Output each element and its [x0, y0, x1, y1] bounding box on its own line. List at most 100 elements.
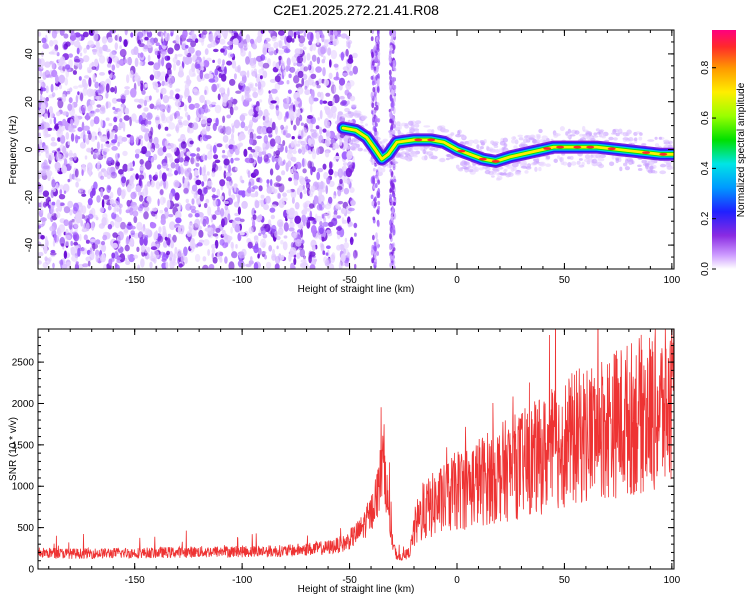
- clutter-speck: [129, 237, 135, 247]
- clutter-speck: [160, 87, 167, 95]
- clutter-speck: [69, 209, 73, 216]
- clutter-speck: [216, 65, 221, 70]
- clutter-speck: [134, 57, 139, 67]
- clutter-speck: [84, 75, 90, 79]
- clutter-speck: [88, 69, 92, 74]
- clutter-speck: [211, 244, 216, 249]
- clutter-speck: [195, 243, 199, 248]
- halo-speck: [365, 123, 368, 127]
- clutter-speck: [67, 178, 71, 183]
- halo-speck: [579, 133, 584, 137]
- clutter-speck: [170, 32, 174, 37]
- clutter-speck: [83, 189, 86, 194]
- clutter-speck: [139, 166, 145, 171]
- clutter-speck: [220, 195, 224, 200]
- clutter-speck: [226, 176, 232, 182]
- band-speck: [389, 79, 393, 86]
- clutter-speck: [44, 144, 49, 154]
- halo-speck: [528, 137, 535, 140]
- clutter-speck: [262, 142, 267, 148]
- halo-speck: [599, 132, 606, 138]
- clutter-speck: [194, 169, 199, 177]
- clutter-speck: [173, 203, 180, 207]
- clutter-speck: [147, 30, 151, 33]
- ridge-hotspot: [556, 145, 565, 149]
- clutter-speck: [197, 188, 203, 195]
- clutter-speck: [188, 103, 195, 110]
- clutter-speck: [272, 188, 278, 194]
- clutter-speck: [286, 152, 293, 160]
- clutter-speck: [349, 238, 354, 243]
- clutter-speck: [75, 213, 82, 224]
- clutter-speck: [182, 56, 186, 63]
- clutter-speck: [325, 252, 329, 256]
- y-tick-label: 40: [24, 48, 35, 60]
- clutter-speck: [63, 33, 69, 39]
- clutter-speck: [207, 206, 212, 216]
- clutter-speck: [112, 130, 116, 134]
- clutter-speck: [254, 237, 259, 244]
- clutter-speck: [136, 221, 143, 231]
- clutter-speck: [270, 214, 275, 220]
- clutter-speck: [216, 143, 223, 148]
- clutter-speck: [51, 49, 58, 55]
- band-speck: [393, 96, 396, 103]
- halo-speck: [413, 145, 420, 151]
- halo-speck: [461, 166, 468, 169]
- clutter-speck: [195, 162, 200, 167]
- clutter-speck: [173, 62, 176, 71]
- clutter-speck: [213, 48, 219, 53]
- clutter-speck: [128, 177, 135, 185]
- clutter-speck: [160, 109, 165, 119]
- clutter-speck: [198, 229, 204, 238]
- clutter-speck: [106, 63, 112, 68]
- halo-speck: [484, 170, 491, 175]
- clutter-speck: [291, 156, 297, 163]
- clutter-speck: [139, 195, 144, 202]
- clutter-speck: [194, 213, 200, 218]
- clutter-speck: [93, 149, 100, 159]
- clutter-speck: [155, 88, 159, 93]
- clutter-speck: [336, 215, 341, 219]
- clutter-speck: [302, 46, 307, 51]
- clutter-speck: [234, 223, 241, 233]
- clutter-speck: [127, 163, 131, 172]
- clutter-speck: [322, 100, 328, 104]
- band-speck: [391, 80, 395, 86]
- halo-speck: [539, 139, 545, 143]
- clutter-speck: [157, 147, 164, 156]
- clutter-speck: [223, 200, 230, 205]
- clutter-speck: [96, 104, 102, 108]
- x-tick-label: -50: [342, 275, 357, 286]
- halo-speck: [492, 167, 499, 172]
- clutter-speck: [134, 153, 140, 159]
- clutter-speck: [102, 263, 108, 269]
- clutter-speck: [199, 61, 205, 68]
- clutter-speck: [232, 38, 239, 45]
- clutter-speck: [74, 262, 79, 269]
- x-tick-label: -50: [342, 575, 357, 586]
- clutter-speck: [93, 116, 100, 125]
- clutter-speck: [303, 31, 307, 38]
- clutter-speck: [302, 73, 308, 80]
- clutter-speck: [259, 34, 263, 42]
- halo-speck: [419, 145, 424, 151]
- clutter-speck: [296, 97, 301, 102]
- halo-speck: [410, 127, 415, 132]
- halo-speck: [457, 130, 461, 136]
- clutter-speck: [68, 220, 73, 230]
- clutter-speck: [283, 222, 289, 232]
- clutter-speck: [188, 213, 193, 218]
- clutter-speck: [239, 114, 246, 122]
- clutter-speck: [177, 53, 183, 57]
- clutter-speck: [59, 202, 65, 206]
- clutter-speck: [248, 50, 252, 60]
- clutter-speck: [87, 105, 92, 112]
- clutter-speck: [72, 70, 77, 75]
- clutter-speck: [202, 30, 208, 35]
- band-speck: [377, 60, 381, 67]
- clutter-speck: [281, 170, 286, 176]
- halo-speck: [361, 115, 366, 121]
- halo-speck: [565, 131, 569, 136]
- clutter-speck: [107, 205, 112, 211]
